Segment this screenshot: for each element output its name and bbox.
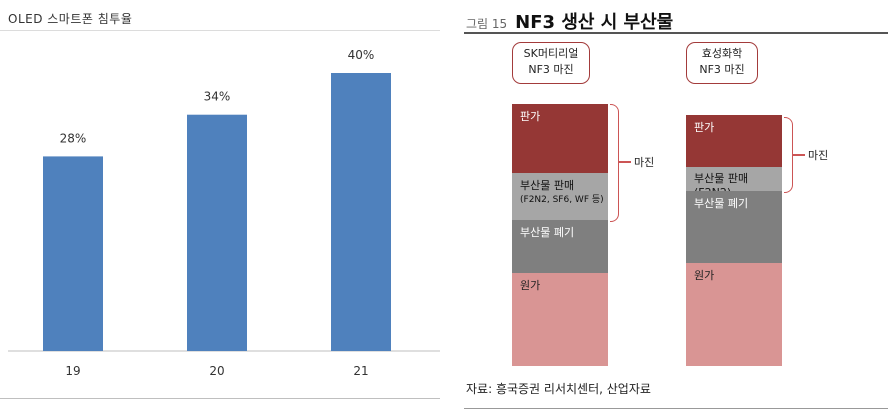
x-tick-19: 19 bbox=[65, 364, 80, 378]
sk-segment-byproduct-sale-label: 부산물 판매 (F2N2, SF6, WF 등) bbox=[520, 179, 604, 207]
sk-segment-byproduct-disposal: 부산물 폐기 bbox=[512, 220, 608, 273]
sk-segment-byproduct-sale-title: 부산물 판매 bbox=[520, 179, 575, 192]
sk-segment-byproduct-sale: 부산물 판매 (F2N2, SF6, WF 등) bbox=[512, 173, 608, 220]
hyosung-margin-bracket-tick bbox=[793, 154, 805, 156]
hyosung-segment-byproduct-disposal: 부산물 폐기 bbox=[686, 191, 782, 263]
callout-sk-line2: NF3 마진 bbox=[528, 63, 574, 76]
bar-19 bbox=[43, 156, 103, 351]
hyosung-segment-price: 판가 bbox=[686, 115, 782, 167]
figure-title: NF3 생산 시 부산물 bbox=[515, 12, 674, 33]
sk-segment-price-label: 판가 bbox=[520, 110, 541, 123]
callout-hyosung-line2: NF3 마진 bbox=[699, 63, 745, 76]
hyosung-segment-cost-label: 원가 bbox=[694, 269, 715, 282]
x-tick-20: 20 bbox=[209, 364, 224, 378]
sk-margin-bracket bbox=[610, 104, 619, 222]
hyosung-segment-byproduct-disposal-label: 부산물 폐기 bbox=[694, 197, 749, 210]
bottom-divider bbox=[0, 398, 440, 399]
bar-20 bbox=[187, 114, 247, 351]
sk-segment-byproduct-disposal-label: 부산물 폐기 bbox=[520, 226, 575, 239]
sk-margin-label: 마진 bbox=[634, 156, 655, 169]
callout-hyosung-line1: 효성화학 bbox=[701, 47, 743, 60]
data-label-20: 34% bbox=[204, 90, 231, 104]
callout-hyosung: 효성화학 NF3 마진 bbox=[686, 42, 758, 84]
sk-segment-price: 판가 bbox=[512, 104, 608, 173]
figure-number: 그림 15 bbox=[466, 17, 508, 31]
hyosung-segment-price-label: 판가 bbox=[694, 121, 715, 134]
hyosung-segment-cost: 원가 bbox=[686, 263, 782, 366]
chart-title: OLED 스마트폰 침투율 bbox=[8, 12, 133, 26]
left-panel: OLED 스마트폰 침투율 28% 19 34% 20 40% 21 bbox=[0, 0, 445, 416]
bar-21 bbox=[331, 73, 391, 351]
right-panel: 그림 15 NF3 생산 시 부산물 SK머티리얼 NF3 마진 효성화학 NF3… bbox=[460, 0, 891, 416]
hyosung-segment-byproduct-sale: 부산물 판매(F2N2) bbox=[686, 167, 782, 199]
sk-segment-cost-label: 원가 bbox=[520, 279, 541, 292]
hyosung-margin-bracket bbox=[784, 117, 793, 193]
bar-chart: 28% 19 34% 20 40% 21 bbox=[8, 48, 440, 378]
sk-segment-byproduct-sale-sub: (F2N2, SF6, WF 등) bbox=[520, 195, 604, 205]
data-label-21: 40% bbox=[348, 48, 375, 62]
source-rule bbox=[464, 408, 888, 409]
title-divider bbox=[0, 30, 440, 31]
x-tick-21: 21 bbox=[353, 364, 368, 378]
sk-segment-cost: 원가 bbox=[512, 273, 608, 366]
data-label-19: 28% bbox=[60, 131, 87, 145]
hyosung-margin-label: 마진 bbox=[808, 149, 829, 162]
sk-margin-bracket-tick bbox=[619, 161, 631, 163]
callout-sk: SK머티리얼 NF3 마진 bbox=[512, 42, 590, 84]
source-note: 자료: 흥국증권 리서치센터, 산업자료 bbox=[466, 382, 651, 396]
figure-title-rule bbox=[464, 32, 888, 34]
figure-heading: 그림 15 NF3 생산 시 부산물 bbox=[466, 8, 673, 34]
callout-sk-line1: SK머티리얼 bbox=[523, 47, 579, 60]
